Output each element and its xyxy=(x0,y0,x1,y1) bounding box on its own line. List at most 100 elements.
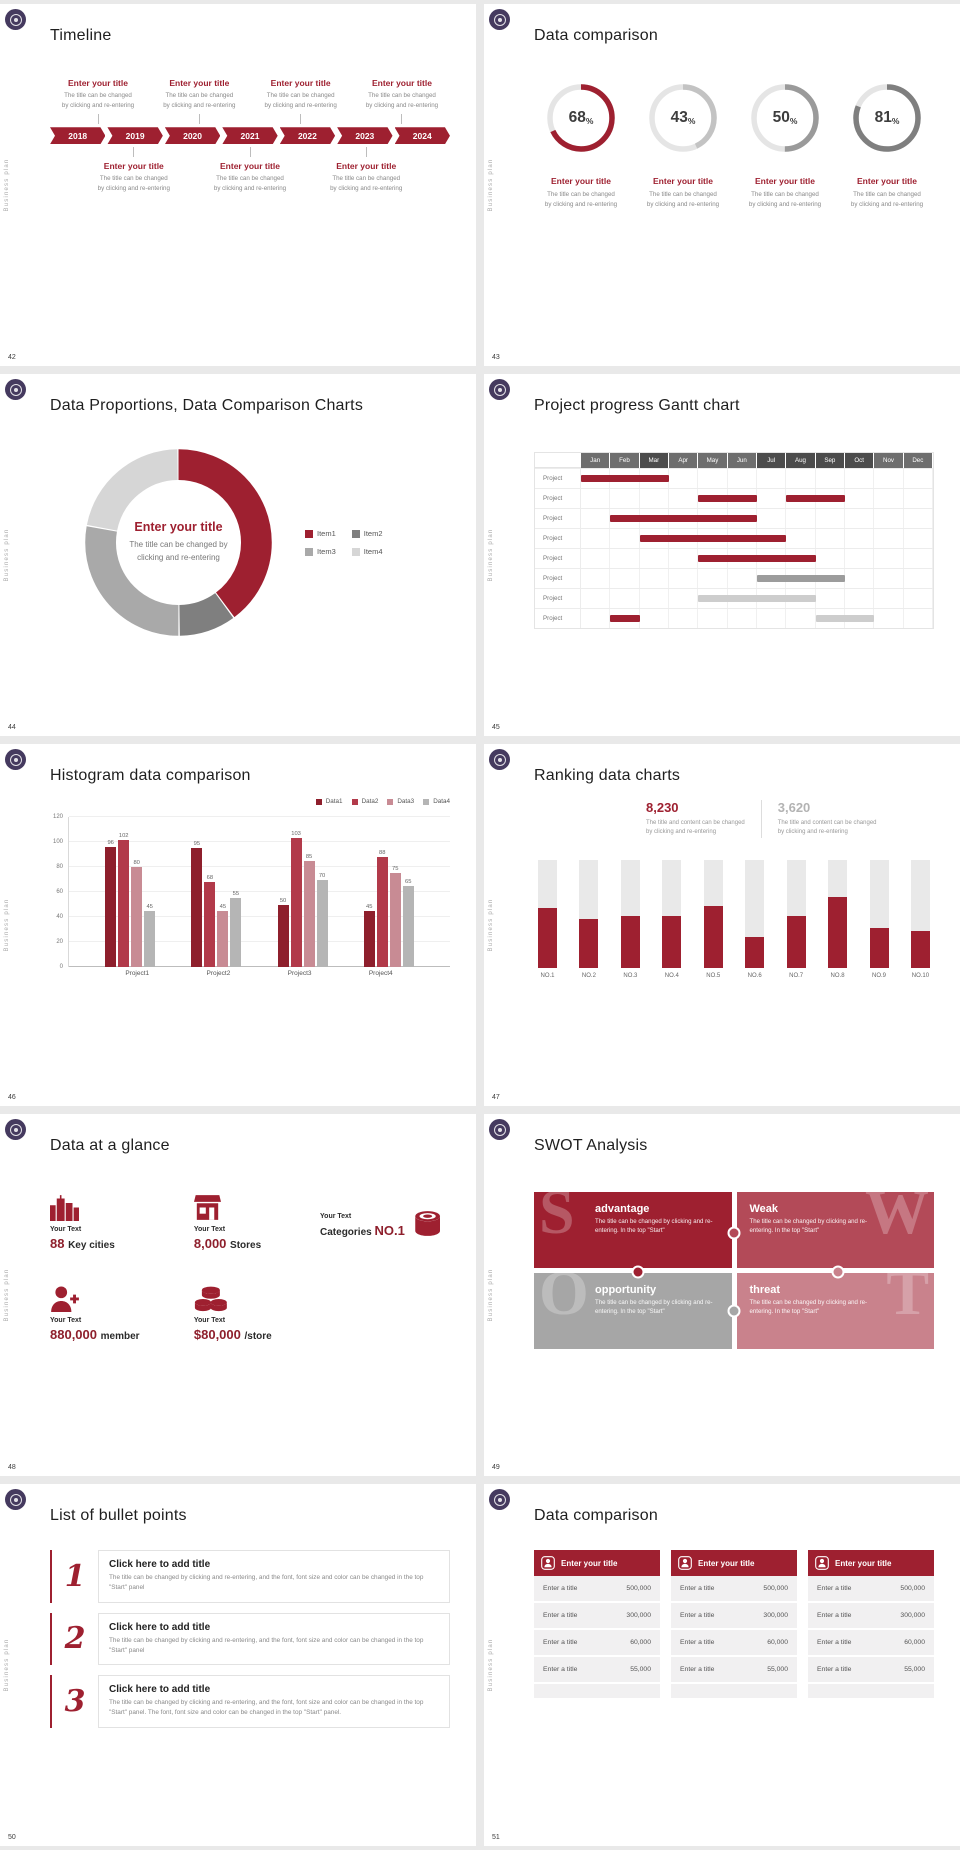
bar[interactable] xyxy=(118,839,130,967)
bar[interactable] xyxy=(376,857,388,967)
donut-chart-large[interactable]: Enter your title The title can be changed… xyxy=(76,440,281,645)
bar[interactable] xyxy=(230,898,242,967)
stat-item[interactable]: Your Text 88 Key cities xyxy=(50,1194,186,1253)
slide-45-gantt[interactable]: Business plan Project progress Gantt cha… xyxy=(484,374,960,736)
slide-50-bullet-points[interactable]: Business plan List of bullet points 1 Cli… xyxy=(0,1484,476,1846)
table-row[interactable]: Enter a title 500,000 xyxy=(534,1576,660,1603)
legend-item[interactable]: Data2 xyxy=(351,798,378,805)
bar-fill[interactable] xyxy=(538,908,557,968)
donut-item[interactable]: 68% Enter your title The title can be chan… xyxy=(534,82,628,209)
gantt-bar[interactable] xyxy=(639,535,787,542)
table-header[interactable]: Enter your title xyxy=(671,1550,797,1576)
legend-item[interactable]: Item3 xyxy=(305,547,336,556)
timeline-item[interactable]: Enter your title The title can be changed… xyxy=(50,78,146,125)
bar[interactable] xyxy=(303,860,315,967)
legend-item[interactable]: Data1 xyxy=(315,798,343,805)
bar[interactable] xyxy=(389,873,401,967)
gantt-bar[interactable] xyxy=(581,475,669,482)
slide-47-ranking[interactable]: Business plan Ranking data charts 8,230 T… xyxy=(484,744,960,1106)
legend-item[interactable]: Item2 xyxy=(351,529,383,538)
timeline-year-segment[interactable]: 2023 xyxy=(337,127,392,144)
slide-43-data-comparison[interactable]: Business plan Data comparison 68% Enter y… xyxy=(484,4,960,366)
legend-item[interactable]: Data3 xyxy=(387,798,414,805)
timeline-year-segment[interactable]: 2022 xyxy=(280,127,335,144)
bar-fill[interactable] xyxy=(828,897,848,968)
table-row[interactable]: Enter a title 55,000 xyxy=(534,1657,660,1684)
slide-46-histogram[interactable]: Business plan Histogram data comparison … xyxy=(0,744,476,1106)
timeline-year-segment[interactable]: 2021 xyxy=(222,127,277,144)
timeline-item[interactable]: Enter your title The title can be changed… xyxy=(354,78,450,125)
bar[interactable] xyxy=(217,910,229,967)
gantt-bar[interactable] xyxy=(757,575,845,582)
table-row[interactable]: Enter a title 60,000 xyxy=(671,1630,797,1657)
bar-fill[interactable] xyxy=(579,919,599,968)
legend-item[interactable]: Data4 xyxy=(423,798,450,805)
slide-51-data-comparison-tables[interactable]: Business plan Data comparison Enter your… xyxy=(484,1484,960,1846)
gantt-bar[interactable] xyxy=(786,495,845,502)
gantt-bar[interactable] xyxy=(610,515,757,522)
gantt-bar[interactable] xyxy=(610,615,640,622)
bar[interactable] xyxy=(402,885,414,967)
stat-item[interactable]: Your Text $80,000 /store xyxy=(194,1285,312,1344)
table-row[interactable]: Enter a title 300,000 xyxy=(534,1603,660,1630)
stat-item[interactable]: Your Text 8,000 Stores xyxy=(193,1194,312,1253)
timeline-item[interactable]: Enter your title The title can be changed… xyxy=(200,147,300,193)
donut-item[interactable]: 43% Enter your title The title can be chan… xyxy=(636,82,730,209)
table-row[interactable]: Enter a title 300,000 xyxy=(671,1603,797,1630)
stat-item[interactable]: Your Text 880,000 member xyxy=(50,1285,186,1344)
bar[interactable] xyxy=(363,910,375,967)
gantt-bar[interactable] xyxy=(698,495,757,502)
bar[interactable] xyxy=(191,848,203,967)
bullet-item[interactable]: 2 Click here to add title The title can be… xyxy=(50,1612,450,1665)
timeline-year-segment[interactable]: 2018 xyxy=(50,127,105,144)
timeline-year-segment[interactable]: 2024 xyxy=(395,127,450,144)
timeline-item[interactable]: Enter your title The title can be changed… xyxy=(316,147,416,193)
timeline-item[interactable]: Enter your title The title can be changed… xyxy=(151,78,247,125)
bar-fill[interactable] xyxy=(703,906,723,968)
bar[interactable] xyxy=(316,879,328,967)
table-row[interactable]: Enter a title 500,000 xyxy=(671,1576,797,1603)
gantt-bar[interactable] xyxy=(698,555,816,562)
bar[interactable] xyxy=(131,867,143,967)
table-row[interactable]: Enter a title 500,000 xyxy=(808,1576,934,1603)
table-row[interactable]: Enter a title 300,000 xyxy=(808,1603,934,1630)
table-row[interactable]: Enter a title 55,000 xyxy=(671,1657,797,1684)
timeline-item[interactable]: Enter your title The title can be changed… xyxy=(84,147,184,193)
table-row[interactable]: Enter a title 60,000 xyxy=(808,1630,934,1657)
bar-fill[interactable] xyxy=(869,927,889,968)
gantt-bar[interactable] xyxy=(698,595,816,602)
bullet-item[interactable]: 3 Click here to add title The title can be… xyxy=(50,1675,450,1728)
bar[interactable] xyxy=(204,882,216,967)
legend-item[interactable]: Item1 xyxy=(305,529,336,538)
bar[interactable] xyxy=(290,838,302,967)
timeline-year-segment[interactable]: 2019 xyxy=(107,127,162,144)
donut-item[interactable]: 81% Enter your title The title can be chan… xyxy=(840,82,934,209)
donut-item[interactable]: 50% Enter your title The title can be chan… xyxy=(738,82,832,209)
stat-item[interactable]: Your Text Categories NO.1 xyxy=(320,1194,450,1253)
bar-fill[interactable] xyxy=(786,915,806,968)
timeline-item[interactable]: Enter your title The title can be changed… xyxy=(253,78,349,125)
bar[interactable] xyxy=(144,910,156,967)
bar[interactable] xyxy=(105,847,117,967)
table-header[interactable]: Enter your title xyxy=(808,1550,934,1576)
gantt-bar[interactable] xyxy=(815,615,875,622)
bar-fill[interactable] xyxy=(662,915,682,968)
swot-quadrant[interactable]: W Weak The title can be changed by clickin… xyxy=(736,1192,934,1268)
legend-item[interactable]: Item4 xyxy=(351,547,383,556)
bar[interactable] xyxy=(277,904,289,967)
bar-fill[interactable] xyxy=(620,915,640,968)
table-row[interactable]: Enter a title 60,000 xyxy=(534,1630,660,1657)
slide-48-data-at-a-glance[interactable]: Business plan Data at a glance Your Text… xyxy=(0,1114,476,1476)
bar-fill[interactable] xyxy=(745,937,765,968)
bullet-item[interactable]: 1 Click here to add title The title can be… xyxy=(50,1550,450,1603)
table-row[interactable]: Enter a title 55,000 xyxy=(808,1657,934,1684)
slide-42-timeline[interactable]: Business plan Timeline Enter your title T… xyxy=(0,4,476,366)
slide-44-data-proportions[interactable]: Business plan Data Proportions, Data Com… xyxy=(0,374,476,736)
table-header[interactable]: Enter your title xyxy=(534,1550,660,1576)
timeline-year-segment[interactable]: 2020 xyxy=(165,127,220,144)
bar-fill[interactable] xyxy=(910,930,930,968)
